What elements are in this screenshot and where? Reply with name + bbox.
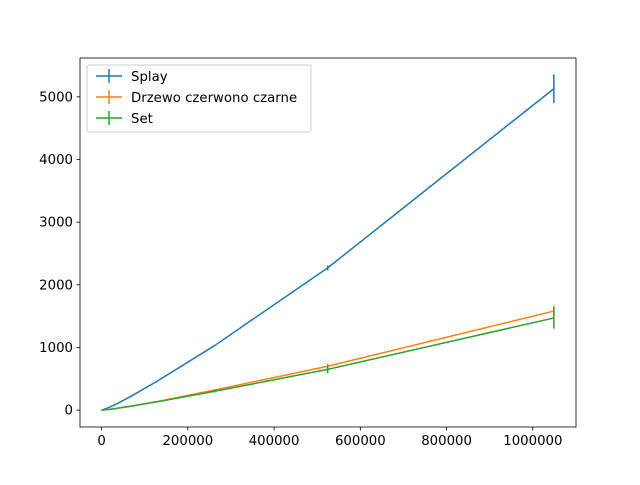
- legend-label: Drzewo czerwono czarne: [131, 91, 297, 106]
- series-line-2: [101, 317, 555, 411]
- x-tick-label: 800000: [421, 434, 472, 449]
- x-tick-label: 0: [97, 434, 105, 449]
- legend: Splay Drzewo czerwono czarne Set: [86, 64, 312, 133]
- y-tick-label: 5000: [39, 90, 73, 105]
- legend-label: Set: [131, 112, 153, 127]
- x-tick-label: 1000000: [503, 434, 562, 449]
- x-tick-label: 400000: [249, 434, 300, 449]
- axes-frame: [79, 57, 577, 428]
- y-tick-label: 0: [65, 404, 73, 419]
- plot-area: [101, 74, 555, 412]
- axes: 0 200000 400000 600000 800000 1000000 0 1000 200…: [39, 57, 577, 449]
- x-tick-label: 200000: [162, 434, 213, 449]
- legend-entry-0: Splay: [96, 69, 168, 85]
- y-tick-label: 2000: [39, 278, 73, 293]
- y-tick-label: 3000: [39, 216, 73, 231]
- legend-box: [86, 64, 312, 133]
- x-tick-label: 600000: [335, 434, 386, 449]
- y-tick-label: 4000: [39, 153, 73, 168]
- series-line-0: [101, 87, 555, 412]
- legend-entry-1: Drzewo czerwono czarne: [96, 90, 297, 106]
- series-line-1: [101, 310, 555, 411]
- legend-entry-2: Set: [96, 111, 153, 127]
- legend-label: Splay: [131, 70, 168, 85]
- y-tick-label: 1000: [39, 341, 73, 356]
